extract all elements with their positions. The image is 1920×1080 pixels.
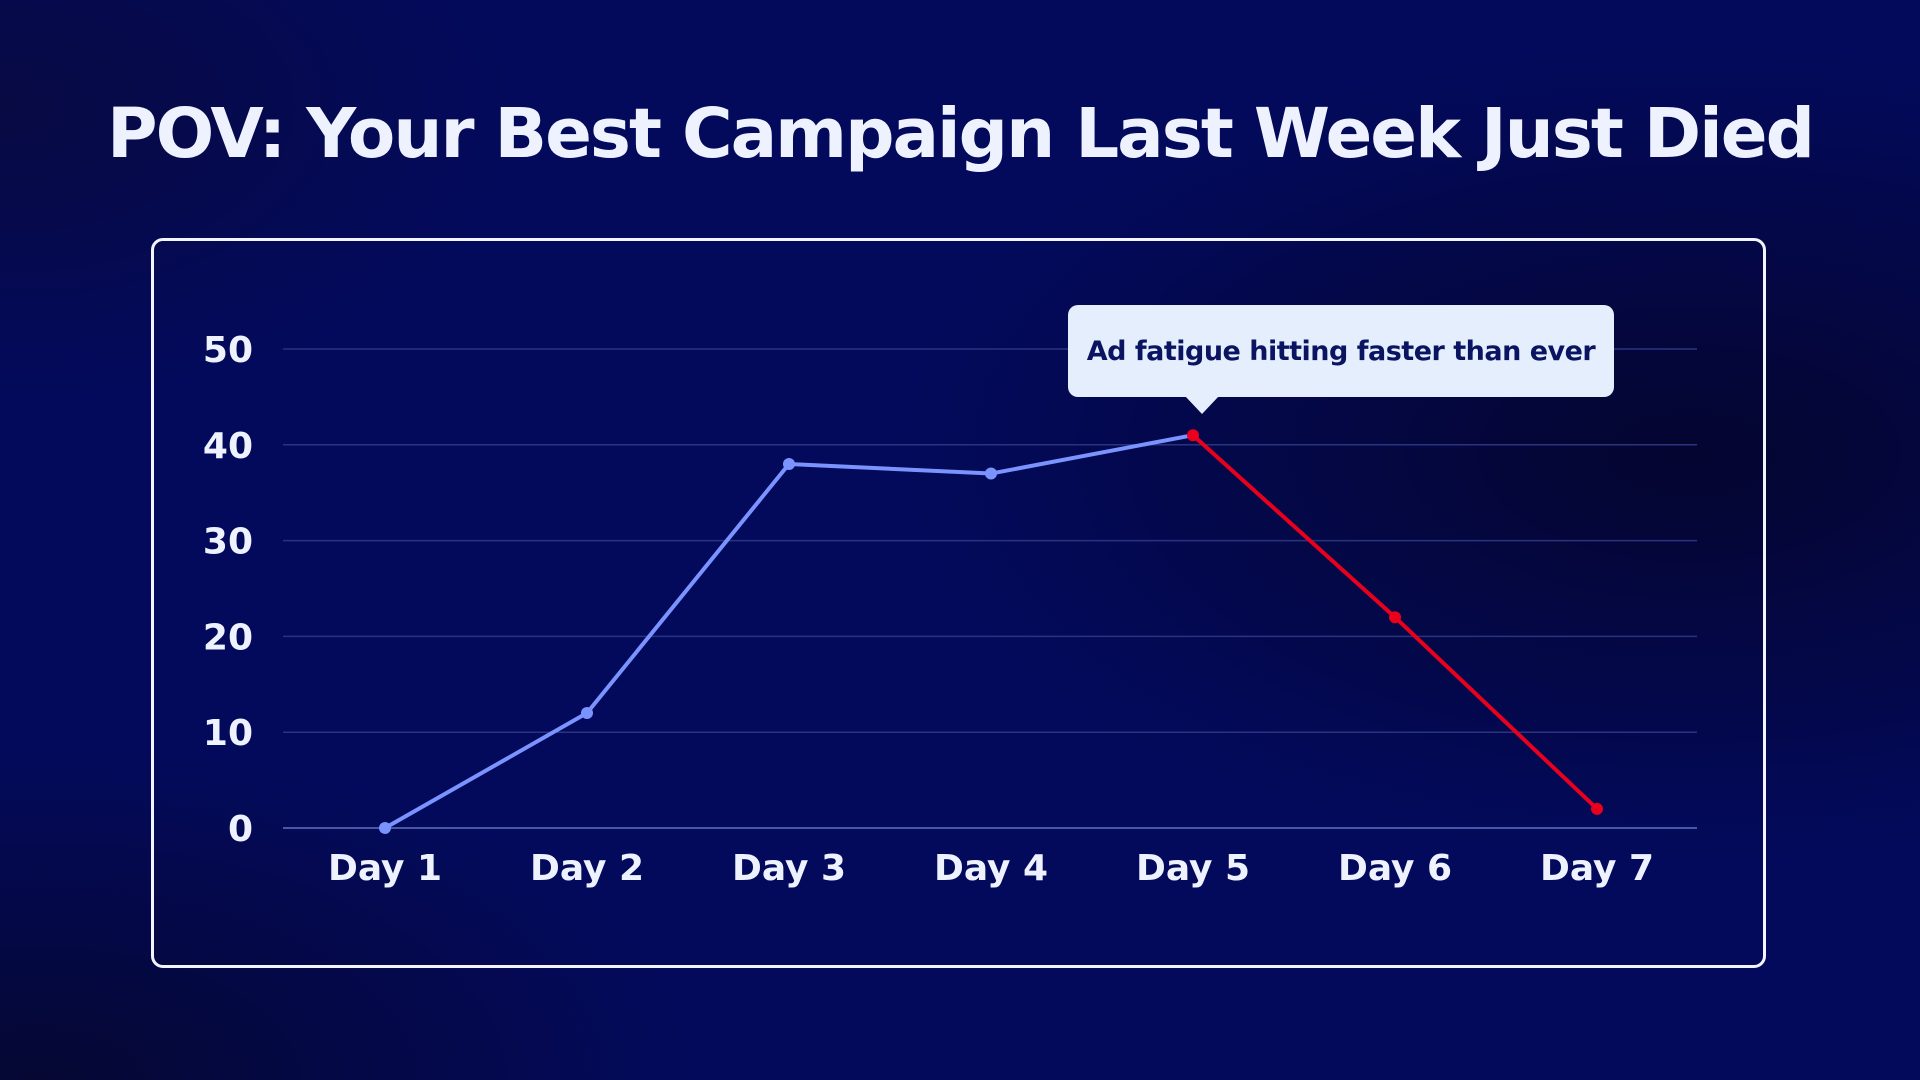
x-tick-label: Day 4 xyxy=(934,848,1048,889)
x-tick-label: Day 5 xyxy=(1136,848,1250,889)
annotation-text: Ad fatigue hitting faster than ever xyxy=(1086,335,1596,367)
data-point xyxy=(1591,802,1603,815)
x-tick-label: Day 7 xyxy=(1540,848,1654,889)
line-segment xyxy=(383,711,589,830)
line-segment xyxy=(989,433,1195,476)
data-point xyxy=(783,457,795,470)
y-tick-label: 10 xyxy=(203,713,253,754)
y-tick-label: 0 xyxy=(228,809,253,850)
x-tick-label: Day 3 xyxy=(732,848,846,889)
y-tick-label: 30 xyxy=(203,522,253,563)
line-segment xyxy=(1191,433,1397,620)
data-point xyxy=(1187,429,1199,442)
y-tick-label: 40 xyxy=(203,426,253,467)
annotation-callout: Ad fatigue hitting faster than ever xyxy=(1068,305,1614,397)
y-tick-label: 20 xyxy=(203,617,253,658)
chart-title: POV: Your Best Campaign Last Week Just D… xyxy=(107,94,1815,174)
data-point xyxy=(379,822,391,834)
data-point xyxy=(581,707,593,720)
line-segment xyxy=(1393,615,1599,811)
x-tick-label: Day 1 xyxy=(328,848,442,889)
y-tick-label: 50 xyxy=(203,330,253,371)
annotation-pointer xyxy=(1185,396,1219,414)
line-segment xyxy=(787,461,993,476)
data-point xyxy=(1389,611,1401,624)
line-segment xyxy=(585,461,791,716)
data-point xyxy=(985,467,997,480)
x-tick-label: Day 6 xyxy=(1338,848,1452,889)
chart-frame xyxy=(151,238,1766,968)
x-tick-label: Day 2 xyxy=(530,848,644,889)
